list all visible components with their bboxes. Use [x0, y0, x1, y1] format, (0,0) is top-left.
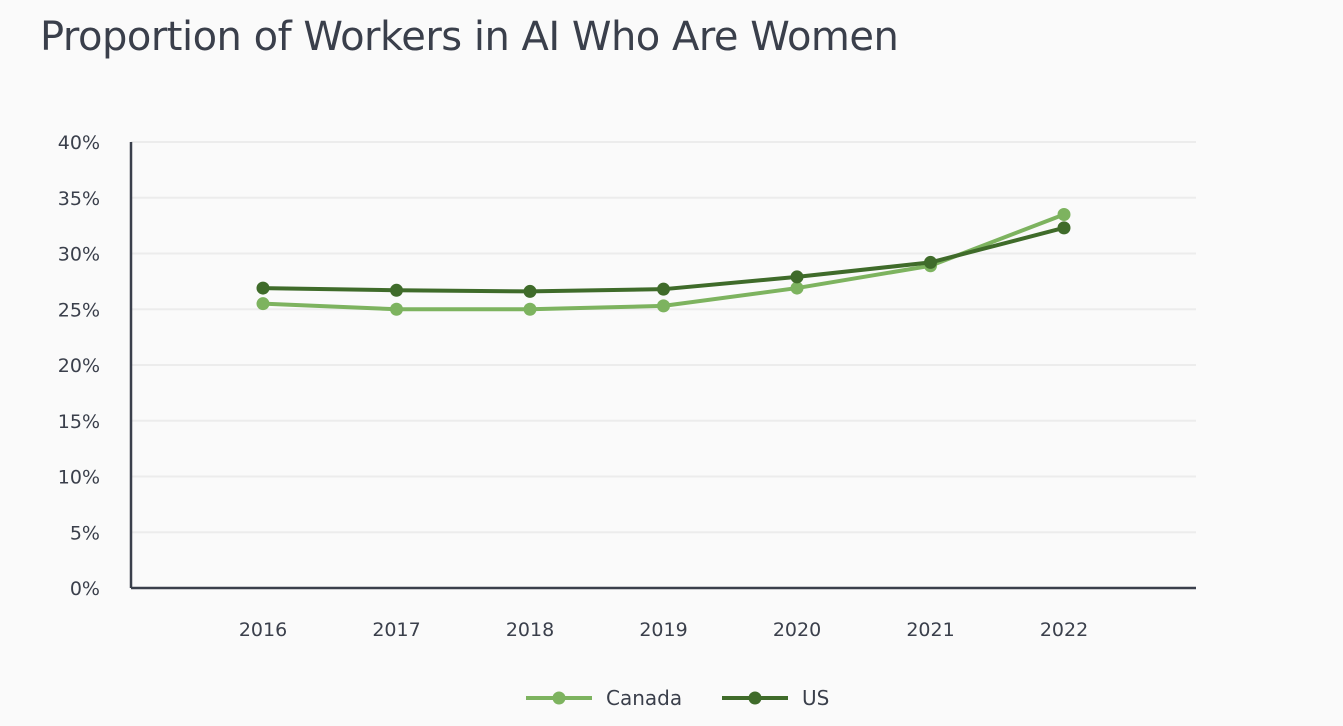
- x-tick-label: 2018: [506, 619, 554, 641]
- data-point[interactable]: [1057, 221, 1071, 235]
- x-tick-label: 2020: [773, 619, 821, 641]
- data-point[interactable]: [1057, 207, 1071, 221]
- series-line: [261, 225, 1066, 294]
- series-canada: [256, 207, 1071, 316]
- data-point[interactable]: [790, 281, 804, 295]
- y-tick-label: 35%: [58, 188, 100, 210]
- legend-swatch-marker: [552, 691, 566, 705]
- legend: Canada US: [526, 686, 829, 710]
- x-tick-label: 2017: [372, 619, 420, 641]
- legend-swatch-marker: [748, 691, 762, 705]
- x-tick-label: 2016: [239, 619, 287, 641]
- gridlines: [131, 141, 1196, 534]
- series-lines: [256, 207, 1071, 316]
- legend-item-canada[interactable]: Canada: [526, 686, 682, 710]
- data-point[interactable]: [390, 302, 403, 316]
- legend-label: Canada: [606, 686, 682, 710]
- data-point[interactable]: [523, 302, 537, 316]
- data-point[interactable]: [256, 281, 270, 295]
- y-tick-label: 0%: [70, 578, 100, 600]
- axes: [129, 142, 1196, 590]
- x-tick-label: 2019: [639, 619, 687, 641]
- data-point[interactable]: [256, 297, 270, 311]
- data-point[interactable]: [657, 299, 670, 313]
- y-tick-label: 30%: [58, 244, 100, 266]
- legend-label: US: [802, 686, 829, 710]
- y-tick-label: 15%: [58, 411, 100, 433]
- data-point[interactable]: [924, 255, 937, 269]
- y-tick-label: 40%: [58, 132, 100, 154]
- chart-title: Proportion of Workers in AI Who Are Wome…: [40, 14, 899, 60]
- y-tick-label: 20%: [58, 355, 100, 377]
- x-tick-label: 2021: [906, 619, 954, 641]
- data-point[interactable]: [390, 283, 403, 297]
- legend-item-us[interactable]: US: [722, 686, 829, 710]
- data-point[interactable]: [790, 270, 804, 284]
- y-axis-tick-labels: 0% 5% 10% 15% 20% 25% 30% 35% 40%: [58, 132, 100, 600]
- data-point[interactable]: [523, 284, 537, 298]
- x-axis-tick-labels: 2016 2017 2018 2019 2020 2021 2022: [239, 619, 1088, 641]
- y-tick-label: 10%: [58, 467, 100, 489]
- data-point[interactable]: [657, 282, 670, 296]
- y-tick-label: 5%: [70, 522, 100, 544]
- series-us: [256, 221, 1071, 298]
- y-tick-label: 25%: [58, 299, 100, 321]
- x-tick-label: 2022: [1040, 619, 1088, 641]
